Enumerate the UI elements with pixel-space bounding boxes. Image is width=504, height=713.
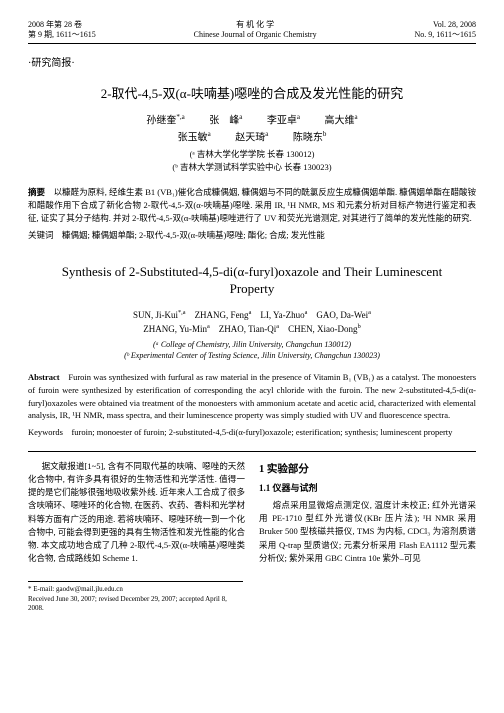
intro-paragraph: 据文献报道[1~5], 含有不同取代基的呋喃、噁唑的天然化合物中, 有许多具有很…	[28, 460, 245, 565]
affil-en-a: (ᵃ College of Chemistry, Jilin Universit…	[28, 339, 476, 350]
title-english: Synthesis of 2-Substituted-4,5-di(α-fury…	[38, 263, 466, 298]
header-right: Vol. 28, 2008 No. 9, 1611～1615	[415, 20, 476, 41]
kw-en-label: Keywords	[28, 427, 63, 437]
abstract-en-label: Abstract	[28, 372, 60, 382]
sup-c: a	[297, 113, 300, 121]
author-cn-7: 陈晓东	[293, 132, 323, 143]
sup-d: a	[354, 113, 357, 121]
authors-chinese: 孙继奎*,a 张 峰a 李亚卓a 高大维a 张玉敏a 赵天琦a 陈晓东b	[28, 112, 476, 147]
author-en-5: ZHANG, Yu-Min	[143, 324, 207, 334]
author-cn-5: 张玉敏	[178, 132, 208, 143]
affiliations-chinese: (ᵃ 吉林大学化学学院 长春 130012) (ᵇ 吉林大学测试科学实验中心 长…	[28, 148, 476, 174]
sup-a: *,a	[176, 113, 184, 121]
header-rule	[28, 43, 476, 44]
author-en-4: GAO, Da-Wei	[316, 310, 368, 320]
authors-english: SUN, Ji-Kui*,a ZHANG, Fenga LI, Ya-Zhuoa…	[28, 308, 476, 337]
affil-en-b: (ᵇ Experimental Center of Testing Scienc…	[28, 350, 476, 361]
header-center-line2: Chinese Journal of Organic Chemistry	[194, 30, 317, 40]
footnote-email: * E-mail: gaodw@mail.jlu.edu.cn	[28, 585, 243, 594]
abstract-chinese: 摘要 以糠醛为原料, 经维生素 B1 (VB₁)催化合成糠偶姻, 糠偶姻与不同的…	[28, 186, 476, 226]
author-en-3: LI, Ya-Zhuo	[260, 310, 304, 320]
sup-en-d: a	[368, 309, 371, 316]
sup-en-b: a	[249, 309, 252, 316]
kw-cn-body: 糠偶姻; 糠偶姻单酯; 2-取代-4,5-双(α-呋喃基)噁唑; 酯化; 合成;…	[54, 230, 325, 240]
author-cn-4: 高大维	[324, 115, 354, 126]
sup-e: a	[208, 130, 211, 138]
kw-cn-label: 关键词	[28, 230, 54, 240]
author-cn-6: 赵天琦	[235, 132, 265, 143]
sup-en-f: a	[276, 323, 279, 330]
author-en-6: ZHAO, Tian-Qi	[219, 324, 277, 334]
keywords-english: Keywords furoin; monoester of furoin; 2-…	[28, 426, 476, 439]
title-chinese: 2-取代-4,5-双(α-呋喃基)噁唑的合成及发光性能的研究	[28, 83, 476, 102]
affiliations-english: (ᵃ College of Chemistry, Jilin Universit…	[28, 339, 476, 361]
column-right: 1 实验部分 1.1 仪器与试剂 熔点采用显微熔点测定仪, 温度计未校正; 红外…	[259, 460, 476, 567]
header-center-line1: 有 机 化 学	[194, 20, 317, 30]
subsection-1-1-heading: 1.1 仪器与试剂	[259, 482, 476, 496]
header-left-line1: 2008 年第 28 卷	[28, 20, 96, 30]
abstract-english: Abstract Furoin was synthesized with fur…	[28, 371, 476, 422]
sup-g: b	[323, 130, 327, 138]
affil-cn-b: (ᵇ 吉林大学测试科学实验中心 长春 130023)	[28, 161, 476, 174]
section-label: ·研究简报·	[28, 54, 476, 69]
abstract-cn-body: 以糠醛为原料, 经维生素 B1 (VB₁)催化合成糠偶姻, 糠偶姻与不同的酰氯反…	[28, 187, 476, 223]
author-cn-3: 李亚卓	[267, 115, 297, 126]
header-right-line2: No. 9, 1611～1615	[415, 30, 476, 40]
abstract-en-body: Furoin was synthesized with furfural as …	[28, 372, 476, 420]
column-left: 据文献报道[1~5], 含有不同取代基的呋喃、噁唑的天然化合物中, 有许多具有很…	[28, 460, 245, 567]
body-columns: 据文献报道[1~5], 含有不同取代基的呋喃、噁唑的天然化合物中, 有许多具有很…	[28, 460, 476, 567]
author-en-1: SUN, Ji-Kui	[133, 310, 178, 320]
sup-b: a	[239, 113, 242, 121]
footnotes: * E-mail: gaodw@mail.jlu.edu.cn Received…	[28, 581, 243, 613]
instruments-paragraph: 熔点采用显微熔点测定仪, 温度计未校正; 红外光谱采用 PE-1710 型红外光…	[259, 499, 476, 565]
header-left-line2: 第 9 期, 1611～1615	[28, 30, 96, 40]
author-cn-2: 张 峰	[209, 115, 239, 126]
sup-f: a	[265, 130, 268, 138]
sup-en-g: b	[358, 323, 361, 330]
body-divider	[28, 451, 476, 452]
kw-en-body: furoin; monoester of furoin; 2-substitut…	[63, 427, 452, 437]
author-en-7: CHEN, Xiao-Dong	[288, 324, 358, 334]
header-right-line1: Vol. 28, 2008	[415, 20, 476, 30]
sup-en-c: a	[305, 309, 308, 316]
header-left: 2008 年第 28 卷 第 9 期, 1611～1615	[28, 20, 96, 41]
author-cn-1: 孙继奎	[146, 115, 176, 126]
sup-en-e: a	[207, 323, 210, 330]
header-center: 有 机 化 学 Chinese Journal of Organic Chemi…	[194, 20, 317, 41]
affil-cn-a: (ᵃ 吉林大学化学学院 长春 130012)	[28, 148, 476, 161]
keywords-chinese: 关键词 糠偶姻; 糠偶姻单酯; 2-取代-4,5-双(α-呋喃基)噁唑; 酯化;…	[28, 229, 476, 242]
sup-en-a: *,a	[178, 309, 186, 316]
footnote-dates: Received June 30, 2007; revised December…	[28, 595, 243, 614]
author-en-2: ZHANG, Feng	[195, 310, 249, 320]
abstract-cn-label: 摘要	[28, 187, 45, 197]
section-1-heading: 1 实验部分	[259, 462, 476, 478]
